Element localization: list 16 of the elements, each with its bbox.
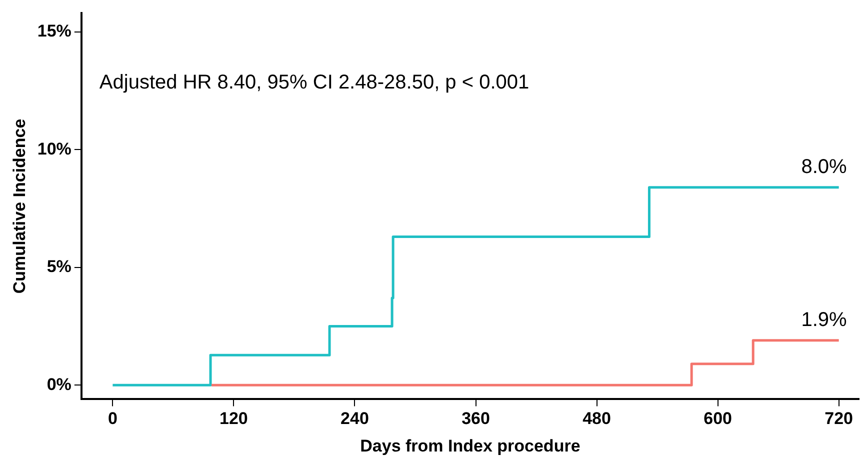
x-tick-label: 360 (462, 409, 490, 428)
y-tick-label: 5% (46, 257, 72, 276)
x-tick-label: 240 (340, 409, 369, 428)
annotation: 1.9% (801, 308, 848, 331)
x-tick-label: 480 (582, 409, 611, 428)
x-axis-title: Days from Index procedure (360, 436, 580, 456)
y-tick-label: 0% (46, 374, 72, 394)
x-tick-label: 720 (824, 409, 854, 428)
x-tick-label: 600 (704, 409, 732, 428)
annotation: Adjusted HR 8.40, 95% CI 2.48-28.50, p < 0.001 (99, 72, 530, 94)
x-tick-label: 120 (220, 409, 248, 428)
annotation: 8.0% (801, 156, 848, 178)
y-axis-title: Cumulative Incidence (10, 118, 29, 294)
y-tick-label: 15% (37, 22, 72, 41)
x-tick-label: 0 (108, 409, 118, 428)
y-tick-label: 10% (37, 139, 72, 158)
